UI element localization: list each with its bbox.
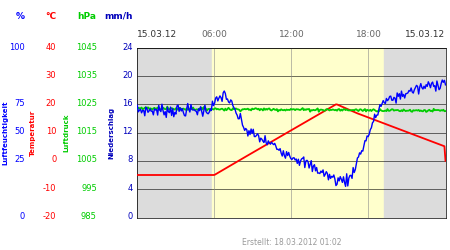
Text: 12:00: 12:00 — [279, 30, 304, 39]
Text: 0: 0 — [51, 156, 56, 164]
Text: 18:00: 18:00 — [356, 30, 382, 39]
Text: 20: 20 — [122, 71, 133, 80]
Text: -20: -20 — [43, 212, 56, 221]
Text: 24: 24 — [122, 43, 133, 52]
Text: %: % — [16, 12, 25, 21]
Text: hPa: hPa — [78, 12, 97, 21]
Text: -10: -10 — [43, 184, 56, 192]
Text: 985: 985 — [81, 212, 97, 221]
Text: 0: 0 — [127, 212, 133, 221]
Bar — [212, 48, 384, 217]
Text: 40: 40 — [46, 43, 56, 52]
Text: 10: 10 — [46, 127, 56, 136]
Text: Niederschlag: Niederschlag — [108, 106, 115, 158]
Text: 100: 100 — [9, 43, 25, 52]
Text: °C: °C — [45, 12, 56, 21]
Text: 30: 30 — [45, 71, 56, 80]
Text: 0: 0 — [19, 212, 25, 221]
Text: mm/h: mm/h — [104, 12, 133, 21]
Text: 1015: 1015 — [76, 127, 97, 136]
Text: 4: 4 — [127, 184, 133, 192]
Text: Erstellt: 18.03.2012 01:02: Erstellt: 18.03.2012 01:02 — [242, 238, 341, 247]
Text: 1025: 1025 — [76, 99, 97, 108]
Text: 12: 12 — [122, 127, 133, 136]
Text: 20: 20 — [46, 99, 56, 108]
Text: 06:00: 06:00 — [202, 30, 227, 39]
Bar — [137, 48, 212, 217]
Text: 15.03.12: 15.03.12 — [137, 30, 177, 39]
Text: Temperatur: Temperatur — [29, 110, 36, 156]
Text: 16: 16 — [122, 99, 133, 108]
Text: 50: 50 — [14, 127, 25, 136]
Text: 995: 995 — [81, 184, 97, 192]
Text: 75: 75 — [14, 99, 25, 108]
Text: 1005: 1005 — [76, 156, 97, 164]
Text: 1045: 1045 — [76, 43, 97, 52]
Bar — [384, 48, 446, 217]
Text: 25: 25 — [14, 156, 25, 164]
Text: 8: 8 — [127, 156, 133, 164]
Text: 15.03.12: 15.03.12 — [405, 30, 446, 39]
Text: Luftdruck: Luftdruck — [63, 113, 70, 152]
Text: Luftfeuchtigkeit: Luftfeuchtigkeit — [2, 100, 9, 165]
Text: 1035: 1035 — [76, 71, 97, 80]
